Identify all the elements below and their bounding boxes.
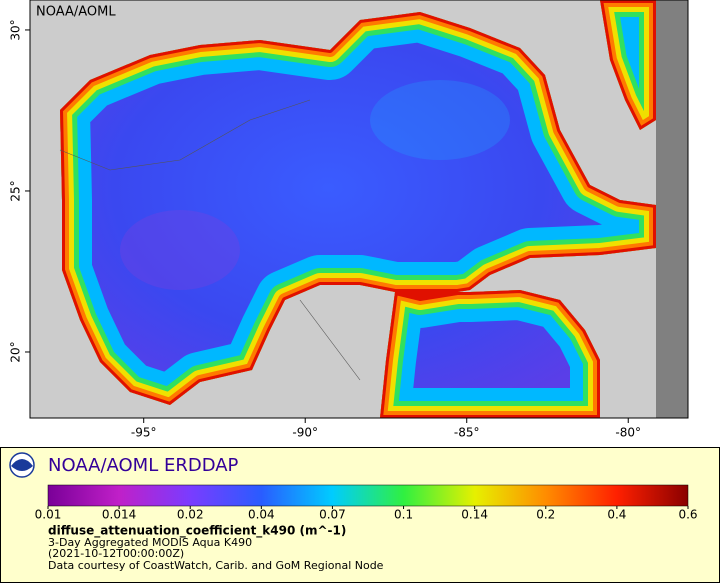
y-tick-label: 30° [9,19,23,40]
x-tick-label: -95° [131,426,157,440]
map-plot [30,0,688,418]
border [59,99,311,171]
x-tick-label: -85° [454,426,480,440]
y-tick-label: 25° [9,180,23,201]
border [299,299,361,381]
plot-frame [29,0,689,419]
colorbar [47,484,689,507]
colorbar-tick-label: 0.14 [461,508,488,522]
noaa-logo [9,452,35,478]
x-tick-label: -80° [615,426,641,440]
map-label: NOAA/AOML [36,5,116,20]
y-tick-label: 20° [9,341,23,362]
colorbar-tick-label: 0.2 [536,508,555,522]
description: 3-Day Aggregated MODIS Aqua K490 [48,536,252,549]
colorbar-tick-label: 0.07 [319,508,346,522]
no-data [656,0,688,418]
colorbar-tick-label: 0.1 [394,508,413,522]
ocean-patch [120,210,240,290]
colorbar-tick-label: 0.01 [35,508,62,522]
colorbar-tick-label: 0.4 [607,508,626,522]
description: Data courtesy of CoastWatch, Carib. and … [48,559,384,572]
colorbar-tick-label: 0.014 [102,508,136,522]
legend-title: NOAA/AOML ERDDAP [48,455,239,476]
x-tick-label: -90° [292,426,318,440]
variable-name: diffuse_attenuation_coefficient_k490 (m^… [48,524,346,539]
colorbar-tick-label: 0.04 [248,508,275,522]
ocean-patch [370,80,510,160]
colorbar-tick-label: 0.02 [177,508,204,522]
colorbar-tick-label: 0.6 [678,508,697,522]
description: (2021-10-12T00:00:00Z) [48,547,184,560]
